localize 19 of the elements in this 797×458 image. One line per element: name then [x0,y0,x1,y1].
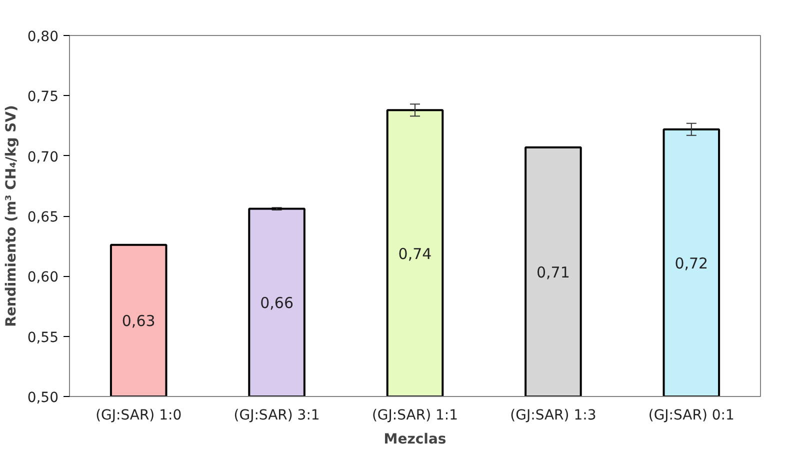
y-tick-label: 0,65 [27,210,58,226]
y-tick-label: 0,75 [27,89,58,106]
x-tick-label: (GJ:SAR) 1:1 [372,408,458,424]
y-tick-label: 0,80 [27,29,58,45]
data-label: 0,74 [398,244,432,263]
x-tick-label: (GJ:SAR) 1:3 [510,408,596,424]
x-tick-label: (GJ:SAR) 0:1 [648,408,734,424]
data-label: 0,72 [674,254,708,272]
data-label: 0,66 [260,294,294,312]
y-tick-label: 0,60 [27,270,58,286]
y-tick-label: 0,50 [27,390,58,406]
x-tick-label: (GJ:SAR) 1:0 [96,408,182,424]
y-tick-label: 0,55 [27,330,58,346]
y-tick-label: 0,70 [27,149,58,166]
data-label: 0,71 [536,263,570,282]
x-axis-title: Mezclas [384,432,446,448]
x-tick-label: (GJ:SAR) 3:1 [234,408,320,424]
y-axis-title: Rendimiento (m³ CH₄/kg SV) [3,105,20,327]
data-label: 0,63 [122,312,156,330]
